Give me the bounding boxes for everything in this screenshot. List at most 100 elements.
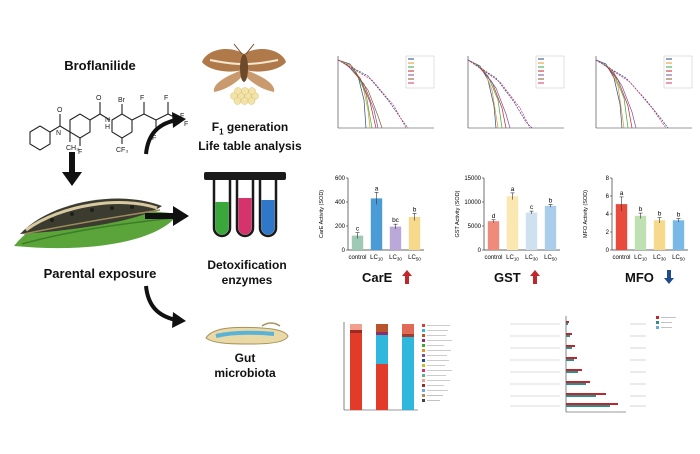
y-tick-label: 8 [606, 176, 610, 182]
mfo-result: MFO [625, 270, 695, 285]
x-tick-label: control [612, 255, 630, 261]
y-tick-label: 600 [335, 176, 346, 182]
x-tick-label: LC50 [408, 255, 421, 262]
curved-arrow-up-icon [144, 112, 186, 155]
gut-line2: microbiota [214, 366, 276, 380]
right-arrow-icon [145, 206, 189, 226]
microbiota-function-bar-chart [510, 316, 676, 413]
detox-line2: enzymes [221, 273, 273, 287]
y-tick-label: 0 [478, 248, 482, 254]
broflanilide-structure: O CH₃ O F N H Br CF₃ F F F F F N [29, 95, 188, 154]
gut-line1: Gut [234, 351, 256, 365]
y-tick-label: 6 [606, 194, 610, 200]
y-tick-label: 4 [606, 212, 610, 218]
significance-letter: a [375, 185, 379, 192]
svg-text:O: O [96, 95, 102, 102]
down-arrow-icon [663, 270, 674, 284]
svg-text:N: N [105, 117, 110, 124]
bar [544, 205, 557, 250]
svg-text:F: F [140, 95, 144, 102]
y-axis-label: GST Activity (SOD) [455, 190, 461, 237]
x-tick-label: LC50 [544, 255, 557, 262]
svg-text:O: O [57, 107, 63, 114]
bar [615, 204, 628, 250]
x-tick-label: LC10 [370, 255, 383, 262]
y-tick-label: 200 [335, 224, 346, 230]
y-tick-label: 0 [606, 248, 610, 254]
generation-text: generation [223, 120, 289, 134]
significance-letter: a [620, 190, 624, 197]
y-tick-label: 10000 [464, 200, 481, 206]
gut-label: Gut microbiota [200, 351, 290, 381]
bar [525, 212, 538, 250]
x-tick-label: LC10 [506, 255, 519, 262]
mfo-bar-chart: MFO Activity (SOD) 0 2 4 6 8 a control b LC10 b LC3… [583, 176, 688, 262]
bar [370, 198, 383, 250]
bar [487, 221, 500, 250]
svg-text:CF₃: CF₃ [116, 147, 128, 154]
survival-curve-panel-1 [337, 55, 435, 129]
svg-text:F: F [78, 149, 82, 154]
test-tubes-image [204, 172, 286, 238]
significance-letter: b [413, 206, 417, 213]
significance-letter: b [639, 206, 643, 213]
svg-text:N: N [56, 130, 61, 137]
compound-name: Broflanilide [64, 58, 136, 73]
x-tick-label: LC30 [525, 255, 538, 262]
bar [408, 217, 421, 250]
life-table-analysis-text: Life table analysis [198, 139, 302, 154]
svg-text:F: F [184, 121, 188, 128]
x-tick-label: LC30 [389, 255, 402, 262]
significance-letter: c [356, 226, 360, 233]
gut-image [205, 322, 289, 345]
bar [672, 220, 685, 250]
svg-text:Br: Br [118, 97, 126, 104]
survival-curve-panel-3 [595, 55, 693, 129]
f-subscript: 1 [219, 127, 224, 137]
svg-text:H: H [105, 124, 110, 131]
bar [351, 235, 364, 250]
x-tick-label: control [484, 255, 502, 261]
significance-letter: b [658, 211, 662, 218]
up-arrow-icon [401, 270, 412, 284]
mfo-label: MFO [625, 270, 654, 285]
f-symbol: F [211, 120, 220, 134]
x-tick-label: LC30 [653, 255, 666, 262]
detox-line1: Detoxification [207, 258, 287, 272]
significance-letter: d [492, 213, 496, 220]
life-table-label: F1 generation Life table analysis [190, 120, 310, 153]
parental-exposure-label: Parental exposure [43, 266, 157, 281]
care-result: CarE [362, 270, 442, 285]
significance-letter: a [511, 186, 515, 193]
svg-text:F: F [164, 95, 168, 102]
y-tick-label: 5000 [468, 224, 482, 230]
bar [653, 220, 666, 250]
curved-arrow-down-icon [144, 285, 186, 328]
microbiota-stacked-bar-chart [343, 322, 452, 411]
y-tick-label: 400 [335, 200, 346, 206]
svg-text:F: F [152, 135, 156, 142]
y-tick-label: 2 [606, 230, 610, 236]
significance-letter: b [677, 212, 681, 219]
bar [389, 226, 402, 250]
x-tick-label: control [348, 255, 366, 261]
moth-image [202, 43, 286, 105]
y-axis-label: CarE Activity (SOD) [319, 190, 325, 238]
gst-result: GST [494, 270, 574, 285]
y-tick-label: 0 [342, 248, 346, 254]
svg-text:CH₃: CH₃ [66, 145, 79, 152]
gst-bar-chart: GST Activity (SOD) 0 5000 10000 15000 d contro… [455, 176, 560, 262]
y-tick-label: 15000 [464, 176, 481, 182]
care-label: CarE [362, 270, 393, 285]
x-tick-label: LC50 [672, 255, 685, 262]
bar [634, 215, 647, 250]
survival-curve-panel-2 [467, 55, 565, 129]
significance-letter: b [549, 197, 553, 204]
svg-text:F: F [180, 113, 184, 120]
gst-label: GST [494, 270, 521, 285]
down-arrow-icon [62, 152, 82, 186]
x-tick-label: LC10 [634, 255, 647, 262]
bar [506, 196, 519, 250]
significance-letter: bc [392, 217, 400, 224]
detox-label: Detoxification enzymes [192, 258, 302, 288]
